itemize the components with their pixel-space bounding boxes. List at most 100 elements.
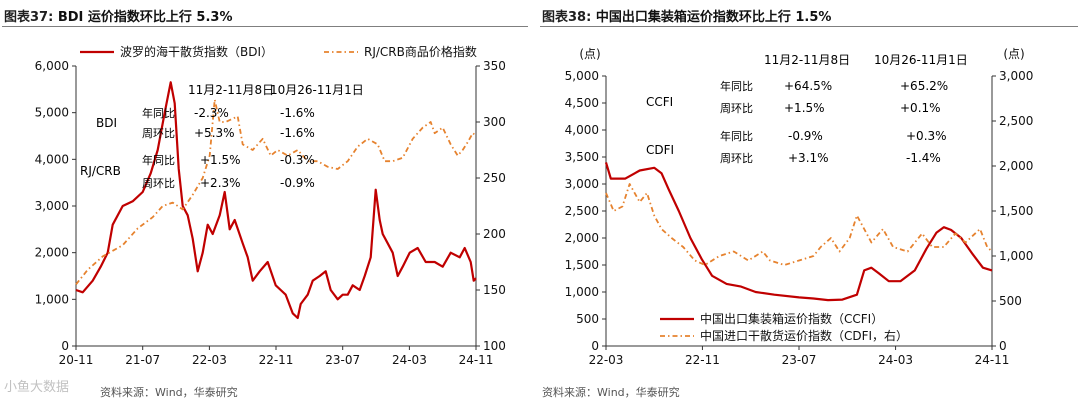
annotation-header-2: 10月26-11月1日 [874, 53, 968, 67]
figure-number: 图表38: [542, 10, 592, 25]
figure-title-text: BDI 运价指数环比上行 5.3% [57, 10, 233, 25]
series-line-secondary [605, 183, 993, 266]
y-left-tick-label: 3,500 [565, 150, 599, 164]
title-rule [540, 26, 1078, 27]
cdfi-wow-1: +3.1% [788, 151, 829, 165]
bdi-yoy-1: -2.3% [194, 106, 229, 120]
ccfi-yoy-2: +65.2% [900, 79, 948, 93]
y-left-unit: (点) [579, 47, 600, 61]
yoy-label-2: 年同比 [142, 153, 175, 167]
figure-title: 图表37: BDI 运价指数环比上行 5.3% [4, 6, 232, 25]
wow-label: 周环比 [142, 127, 175, 140]
title-rule [2, 26, 528, 27]
series-line-primary [604, 162, 993, 302]
ccfi-wow-1: +1.5% [784, 101, 825, 115]
figure-37: 图表37: BDI 运价指数环比上行 5.3% 0 1,000 2,000 3,000… [0, 0, 530, 409]
y-right-tick-label: 2,000 [999, 159, 1033, 173]
y-right-tick-label: 3,000 [999, 69, 1033, 83]
y-left-tick-label: 5,000 [565, 69, 599, 83]
y-left-tick-label: 3,000 [565, 177, 599, 191]
legend-label: 中国出口集装箱运价指数（CCFI） [700, 311, 883, 326]
x-tick-label: 24-03 [878, 353, 913, 367]
x-tick-label: 22-03 [589, 353, 624, 367]
y-right-unit: (点) [1003, 47, 1024, 61]
y-right-tick-label: 200 [483, 227, 506, 241]
y-right-tick-label: 100 [483, 339, 506, 353]
y-left-tick-label: 2,500 [565, 204, 599, 218]
y-left-tick-label: 1,000 [35, 292, 69, 306]
wow-label-2: 周环比 [720, 152, 753, 165]
x-tick-label: 24-03 [392, 353, 427, 367]
cdfi-yoy-1: -0.9% [788, 129, 823, 143]
rj-yoy-2: -0.3% [280, 153, 315, 167]
y-left-tick-label: 3,000 [35, 199, 69, 213]
rj-yoy-1: +1.5% [200, 153, 241, 167]
y-right-tick-label: 300 [483, 115, 506, 129]
bdi-chart: 0 1,000 2,000 3,000 4,000 5,000 6,000 100 150 200… [35, 44, 506, 367]
cdfi-label: CDFI [646, 143, 674, 157]
y-left-tick-label: 0 [61, 339, 69, 353]
annotation-header-1: 11月2-11月8日 [764, 53, 850, 67]
ccfi-label: CCFI [646, 95, 673, 109]
bdi-wow-2: -1.6% [280, 126, 315, 140]
x-tick-label: 20-11 [59, 353, 94, 367]
x-tick-label: 22-03 [192, 353, 227, 367]
series-line-secondary [75, 98, 477, 285]
rj-wow-2: -0.9% [280, 176, 315, 190]
bdi-wow-1: +5.3% [194, 126, 235, 140]
watermark: 小鱼大数据 [4, 380, 70, 395]
figure-title-text: 中国出口集装箱运价指数环比上行 1.5% [595, 10, 832, 25]
bdi-label: BDI [96, 116, 117, 130]
wow-label: 周环比 [720, 102, 753, 115]
legend-label: RJ/CRB商品价格指数 [364, 44, 477, 59]
yoy-label-2: 年同比 [720, 129, 753, 143]
ccfi-chart: 0 500 1,000 1,500 2,000 2,500 3,000 3,500 4,000 4… [565, 47, 1034, 367]
wow-label-2: 周环比 [142, 177, 175, 190]
annotation-header-1: 11月2-11月8日 [188, 83, 274, 97]
y-right-tick-label: 1,500 [999, 204, 1033, 218]
y-left-tick-label: 4,000 [565, 123, 599, 137]
x-tick-label: 24-11 [459, 353, 494, 367]
y-right-tick-label: 350 [483, 59, 506, 73]
cdfi-yoy-2: +0.3% [906, 129, 947, 143]
y-right-tick-label: 250 [483, 171, 506, 185]
cdfi-wow-2: -1.4% [906, 151, 941, 165]
y-right-tick-label: 500 [999, 294, 1022, 308]
yoy-label: 年同比 [142, 106, 175, 120]
y-right-tick-label: 2,500 [999, 114, 1033, 128]
y-left-tick-label: 2,000 [565, 231, 599, 245]
rj-wow-1: +2.3% [200, 176, 241, 190]
y-left-tick-label: 0 [591, 339, 599, 353]
series-line-primary [75, 81, 477, 320]
y-left-tick-label: 4,000 [35, 152, 69, 166]
x-tick-label: 22-11 [685, 353, 720, 367]
annotation-header-2: 10月26-11月1日 [270, 83, 364, 97]
y-left-tick-label: 1,500 [565, 258, 599, 272]
y-right-tick-label: 1,000 [999, 249, 1033, 263]
y-right-tick-label: 150 [483, 283, 506, 297]
y-left-tick-label: 2,000 [35, 246, 69, 260]
y-right-tick-label: 0 [999, 339, 1007, 353]
figure-number: 图表37: [4, 10, 54, 25]
y-left-tick-label: 5,000 [35, 106, 69, 120]
x-tick-label: 22-11 [259, 353, 294, 367]
x-tick-label: 24-11 [975, 353, 1010, 367]
figure-title: 图表38: 中国出口集装箱运价指数环比上行 1.5% [542, 6, 831, 25]
y-left-tick-label: 500 [576, 312, 599, 326]
ccfi-yoy-1: +64.5% [784, 79, 832, 93]
x-tick-label: 21-07 [125, 353, 160, 367]
rj-label: RJ/CRB [80, 164, 121, 178]
bdi-yoy-2: -1.6% [280, 106, 315, 120]
y-left-tick-label: 1,000 [565, 285, 599, 299]
legend-label: 波罗的海干散货指数（BDI） [120, 44, 273, 59]
annotation-table: 11月2-11月8日 10月26-11月1日 CCFI 年同比 周环比 +64.… [646, 53, 968, 165]
ccfi-wow-2: +0.1% [900, 101, 941, 115]
source-note: 资料来源：Wind，华泰研究 [542, 386, 680, 399]
legend-label: 中国进口干散货运价指数（CDFI，右） [700, 328, 908, 343]
annotation-table: 11月2-11月8日 10月26-11月1日 BDI 年同比 周环比 -2.3%… [80, 83, 364, 190]
x-tick-label: 23-07 [325, 353, 360, 367]
y-left-tick-label: 6,000 [35, 59, 69, 73]
y-left-tick-label: 4,500 [565, 96, 599, 110]
figure-38: 图表38: 中国出口集装箱运价指数环比上行 1.5% 0 500 1,000 1,50… [538, 0, 1080, 409]
yoy-label: 年同比 [720, 79, 753, 93]
